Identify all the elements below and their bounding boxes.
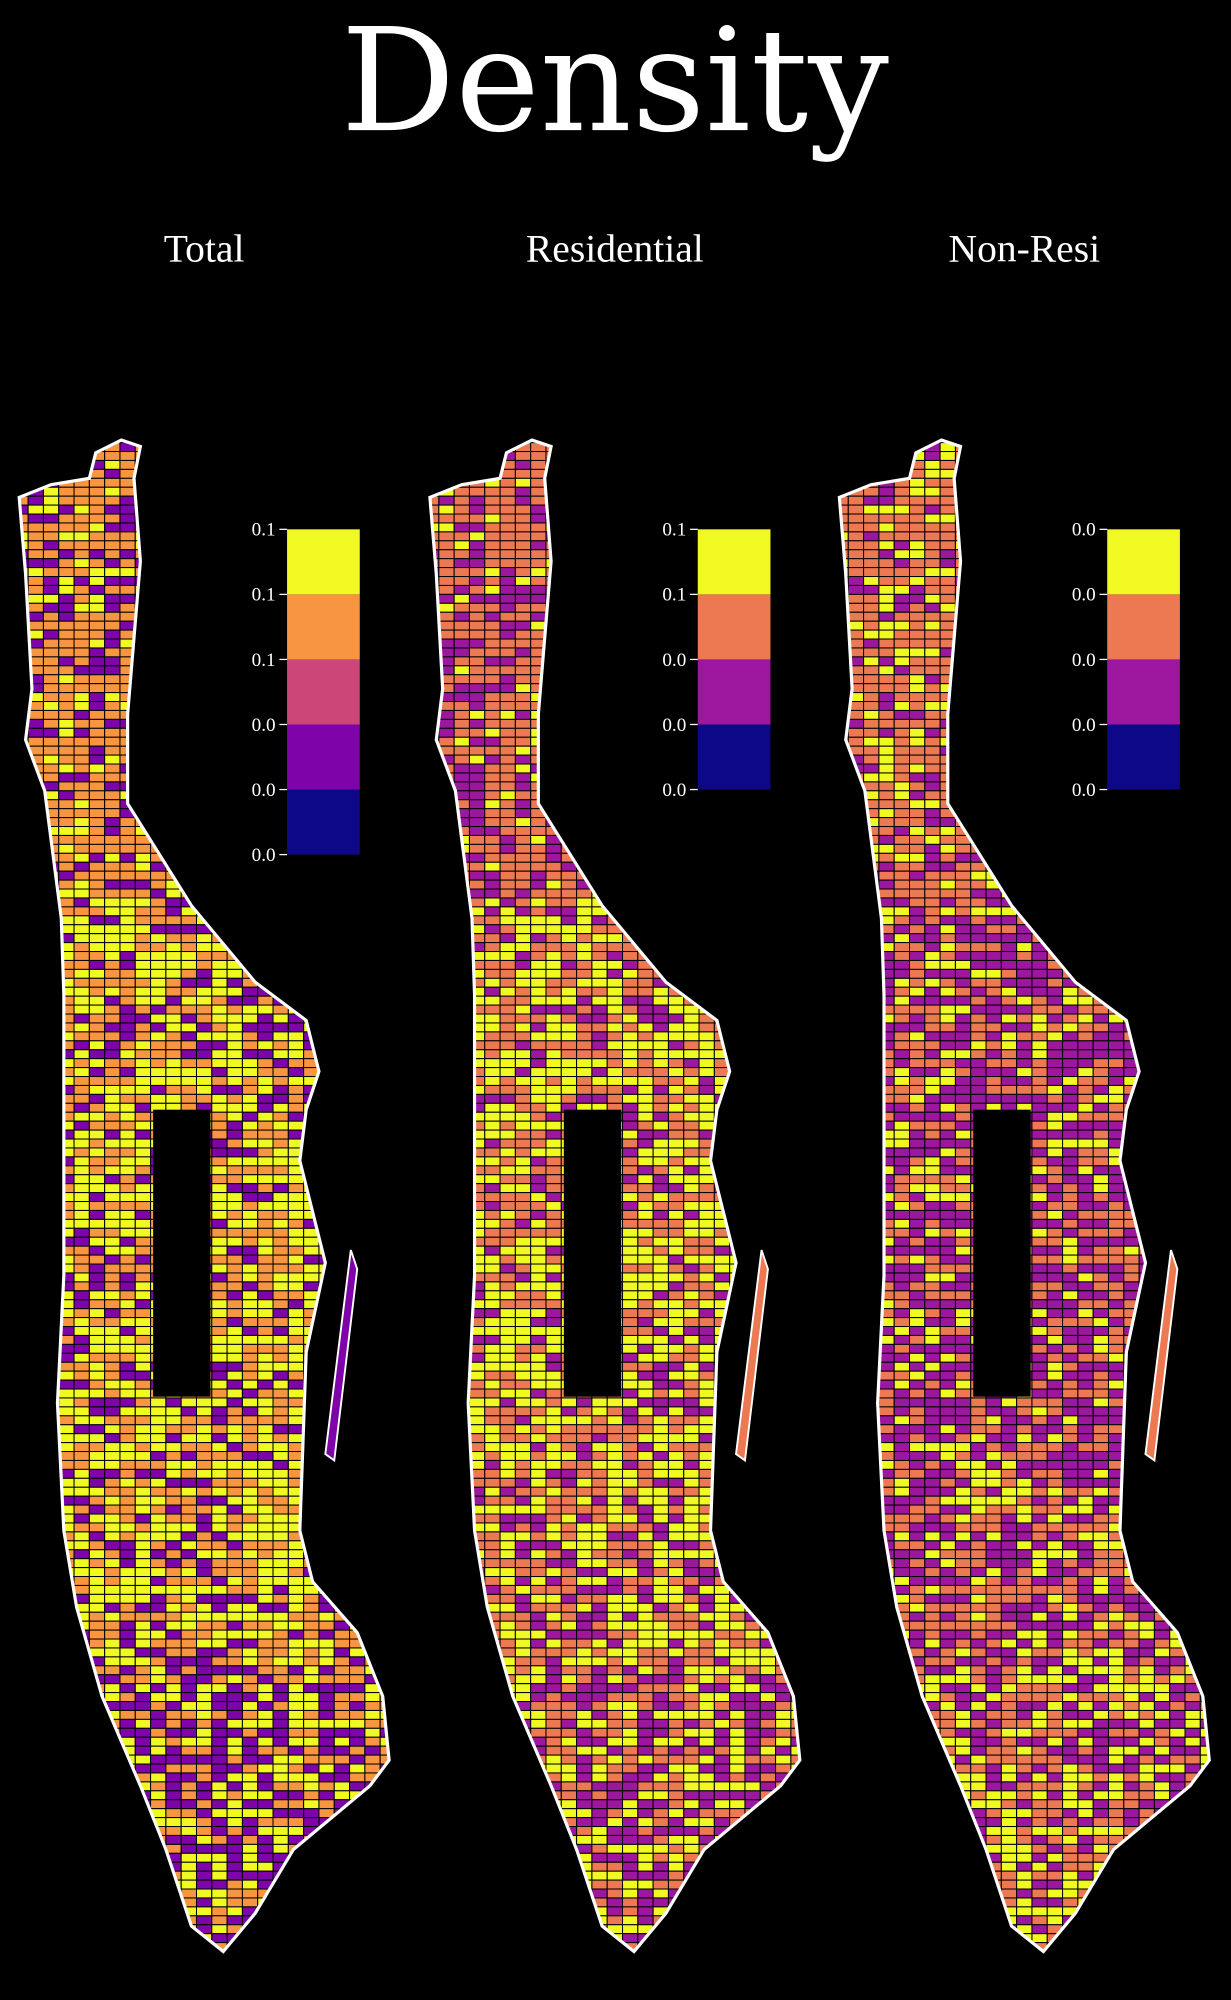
legend-tick-label: 0.0 [1072,715,1096,736]
panel-residential: Residential 0.1 0.1 0.0 0.0 0.0 [428,226,802,1954]
legend-tick-label: 0.0 [662,780,686,801]
legend-tick-label: 0.0 [662,650,686,671]
legend-tick-label: 0.1 [252,520,276,541]
legend-tick-label: 0.1 [252,650,276,671]
panel-title: Total [164,226,245,270]
roosevelt-island [324,1249,359,1463]
legend-colorbar: 0.1 0.1 0.1 0.0 0.0 0.0 [252,520,360,866]
panel-total: Total 0.1 0.1 0.1 0.0 0.0 0.0 [17,226,391,1954]
legend-tick-label: 0.1 [662,520,686,541]
legend-tick-label: 0.0 [252,715,276,736]
legend-swatch [697,659,771,725]
legend-tick-label: 0.0 [1072,650,1096,671]
central-park [563,1109,622,1397]
roosevelt-island [1144,1249,1179,1463]
legend-swatch [287,724,360,790]
legend-swatch [1107,594,1180,660]
legend-tick-label: 0.1 [252,585,276,606]
legend-swatch [1107,659,1180,725]
legend-colorbar: 0.1 0.1 0.0 0.0 0.0 [662,520,771,801]
panel-title: Non-Resi [949,226,1101,270]
legend-tick-label: 0.0 [1072,585,1096,606]
legend-tick-label: 0.0 [1072,520,1096,541]
roosevelt-island [735,1249,769,1463]
legend-swatch [287,594,360,660]
legend-swatch [1107,529,1180,595]
legend-tick-label: 0.0 [1072,780,1096,801]
legend-tick-label: 0.0 [252,845,276,866]
legend-swatch [697,594,771,660]
legend-tick-label: 0.0 [662,715,686,736]
legend-colorbar: 0.0 0.0 0.0 0.0 0.0 [1072,520,1180,801]
legend-swatch [287,659,360,725]
figure-title: Density [341,0,889,164]
legend-swatch [1107,724,1180,790]
legend-swatch [697,529,771,595]
panel-title: Residential [526,226,704,270]
central-park [153,1109,211,1397]
legend-tick-label: 0.0 [252,780,276,801]
legend-swatch [697,724,771,790]
legend-swatch [287,529,360,595]
central-park [973,1109,1031,1397]
legend-swatch [287,789,360,855]
legend-tick-label: 0.1 [662,585,686,606]
panel-non-resi: Non-Resi 0.0 0.0 0.0 0.0 0.0 [837,226,1211,1954]
